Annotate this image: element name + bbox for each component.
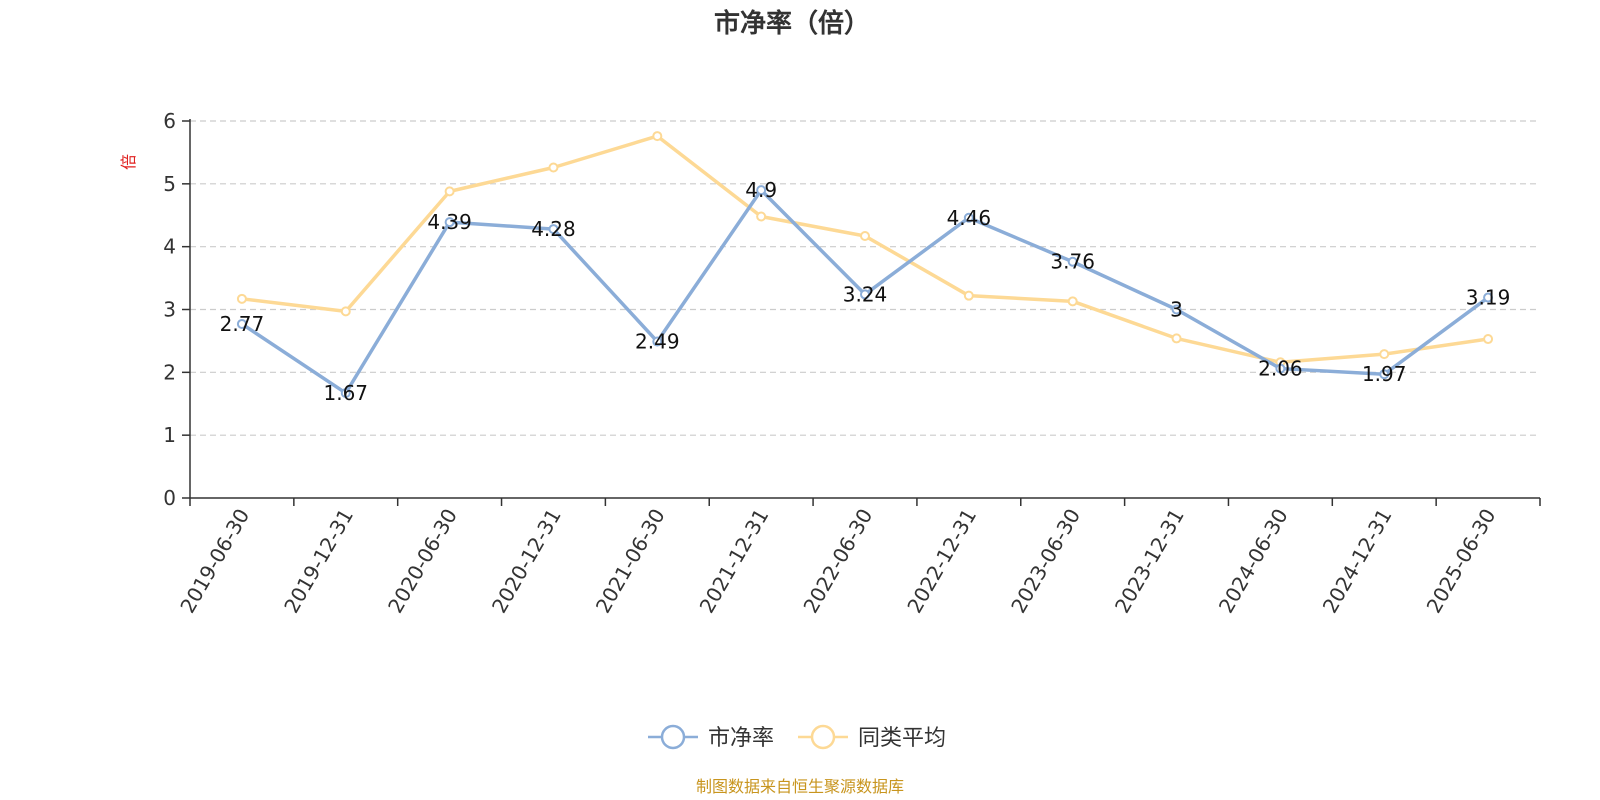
y-tick-label: 4 bbox=[163, 235, 176, 259]
data-label: 3 bbox=[1170, 298, 1183, 322]
data-point bbox=[1275, 363, 1286, 374]
legend-marker bbox=[660, 724, 686, 750]
data-label: 2.49 bbox=[635, 330, 680, 354]
data-point bbox=[444, 217, 455, 228]
data-point bbox=[652, 336, 663, 347]
data-point bbox=[860, 230, 870, 241]
y-tick-label: 5 bbox=[163, 172, 176, 196]
data-point bbox=[1067, 256, 1078, 267]
series-lines bbox=[236, 131, 1494, 399]
x-tick-label: 2019-06-30 bbox=[175, 505, 254, 618]
data-point bbox=[1171, 304, 1182, 315]
series-line bbox=[241, 134, 1489, 365]
data-point bbox=[756, 211, 767, 222]
legend-label: 市净率 bbox=[708, 726, 774, 751]
x-tick-label: 2024-12-31 bbox=[1318, 505, 1397, 618]
data-label: 4.46 bbox=[947, 206, 992, 230]
chart-title: 市净率（倍） bbox=[714, 8, 870, 39]
legend-item-2[interactable]: 同类平均 bbox=[798, 724, 946, 751]
data-labels: 2.77 1.67 4.39 4.28 2.49 4.9 3.24 4.46 3.76 3 2.06… bbox=[220, 178, 1511, 405]
data-point bbox=[1171, 333, 1182, 344]
data-point bbox=[1379, 369, 1390, 380]
data-point bbox=[548, 224, 559, 235]
data-label: 2.06 bbox=[1258, 357, 1303, 381]
data-point bbox=[236, 318, 247, 329]
x-tick-label: 2025-06-30 bbox=[1422, 505, 1501, 618]
x-tick-label: 2020-06-30 bbox=[383, 505, 462, 618]
data-label: 2.77 bbox=[220, 312, 265, 336]
x-tick-label: 2022-12-31 bbox=[902, 505, 981, 618]
y-tick-label: 2 bbox=[163, 360, 176, 384]
data-point bbox=[340, 306, 351, 317]
series-1 bbox=[236, 185, 1494, 399]
series-2 bbox=[236, 131, 1494, 368]
x-tick-label: 2023-12-31 bbox=[1110, 505, 1189, 618]
data-label: 3.76 bbox=[1050, 250, 1095, 274]
data-point bbox=[548, 162, 559, 173]
data-point bbox=[652, 131, 663, 142]
data-point bbox=[236, 293, 247, 304]
grid-lines bbox=[190, 120, 1540, 436]
legend-item-1[interactable]: 市净率 bbox=[648, 724, 774, 751]
data-point bbox=[1379, 349, 1390, 360]
data-point bbox=[963, 290, 974, 301]
data-point bbox=[1483, 334, 1494, 345]
data-label: 3.19 bbox=[1466, 286, 1511, 310]
x-tick-label: 2023-06-30 bbox=[1006, 505, 1085, 618]
axes: 0 1 2 3 4 5 6 2019-06-30 2019-12-31 2020-06-30 202… bbox=[163, 109, 1541, 618]
y-tick-label: 6 bbox=[163, 109, 176, 133]
y-tick-label: 1 bbox=[163, 423, 176, 447]
x-tick-label: 2022-06-30 bbox=[798, 505, 877, 618]
data-point bbox=[1483, 292, 1494, 303]
data-label: 3.24 bbox=[843, 282, 888, 306]
source-note: 制图数据来自恒生聚源数据库 bbox=[696, 777, 904, 796]
x-tick-label: 2020-12-31 bbox=[487, 505, 566, 618]
data-label: 1.97 bbox=[1362, 362, 1407, 386]
legend-label: 同类平均 bbox=[858, 726, 946, 751]
data-point bbox=[340, 388, 351, 399]
data-label: 4.9 bbox=[745, 178, 777, 202]
data-point bbox=[1067, 296, 1078, 307]
data-point bbox=[756, 185, 767, 196]
y-tick-label: 0 bbox=[163, 486, 176, 510]
data-label: 4.39 bbox=[427, 210, 472, 234]
legend-marker bbox=[810, 724, 836, 750]
x-tick-label: 2021-06-30 bbox=[591, 505, 670, 618]
data-label: 1.67 bbox=[324, 381, 369, 405]
x-tick-label: 2019-12-31 bbox=[279, 505, 358, 618]
x-tick-label: 2021-12-31 bbox=[695, 505, 774, 618]
data-point bbox=[963, 212, 974, 223]
data-label: 4.28 bbox=[531, 217, 576, 241]
data-point bbox=[860, 289, 870, 300]
y-tick-label: 3 bbox=[163, 298, 176, 322]
legend[interactable]: 市净率 同类平均 bbox=[648, 724, 946, 751]
data-point bbox=[444, 186, 455, 197]
x-tick-label: 2024-06-30 bbox=[1214, 505, 1293, 618]
y-axis-unit-label: 倍 bbox=[119, 154, 138, 170]
